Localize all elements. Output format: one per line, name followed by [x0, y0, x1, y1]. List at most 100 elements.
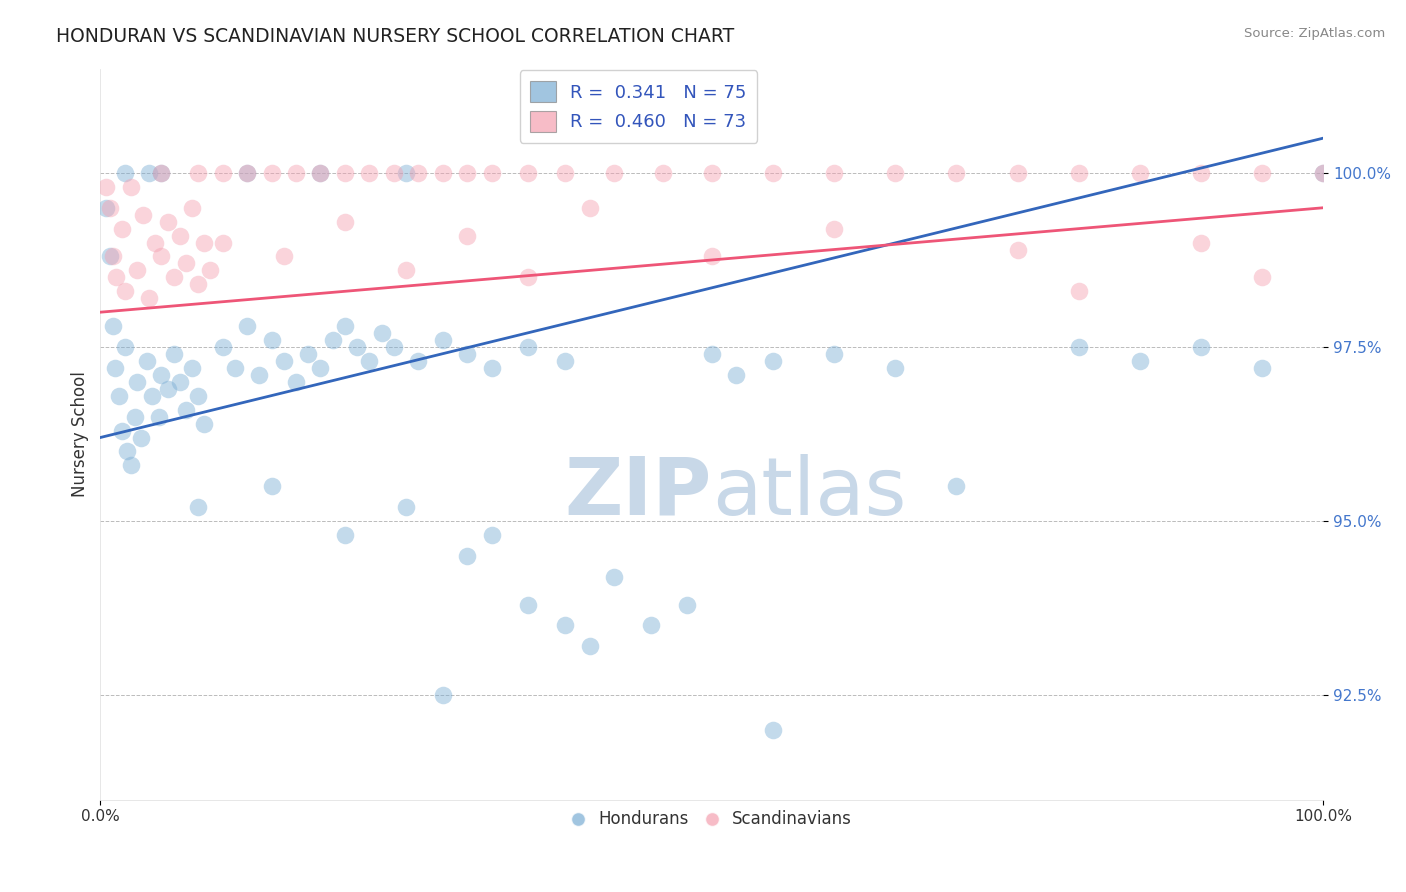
- Point: [725, 368, 748, 382]
- Point: [135, 354, 157, 368]
- Point: [156, 382, 179, 396]
- Point: [945, 166, 967, 180]
- Point: [96, 201, 118, 215]
- Point: [236, 319, 259, 334]
- Point: [517, 598, 540, 612]
- Point: [1189, 166, 1212, 180]
- Point: [117, 444, 139, 458]
- Point: [554, 166, 576, 180]
- Point: [370, 326, 392, 340]
- Point: [432, 333, 454, 347]
- Point: [359, 166, 381, 180]
- Point: [823, 221, 845, 235]
- Point: [104, 360, 127, 375]
- Point: [1251, 270, 1274, 285]
- Point: [456, 549, 478, 563]
- Point: [382, 166, 405, 180]
- Point: [603, 570, 626, 584]
- Point: [395, 263, 418, 277]
- Point: [120, 458, 142, 473]
- Point: [211, 235, 233, 250]
- Point: [762, 354, 785, 368]
- Point: [1189, 340, 1212, 354]
- Point: [145, 235, 167, 250]
- Point: [382, 340, 405, 354]
- Point: [578, 201, 600, 215]
- Point: [333, 166, 356, 180]
- Point: [101, 319, 124, 334]
- Point: [285, 375, 308, 389]
- Point: [285, 166, 308, 180]
- Point: [517, 166, 540, 180]
- Point: [150, 368, 173, 382]
- Point: [187, 166, 209, 180]
- Point: [395, 166, 418, 180]
- Point: [1251, 166, 1274, 180]
- Point: [1007, 243, 1029, 257]
- Point: [111, 424, 134, 438]
- Point: [1067, 340, 1090, 354]
- Point: [129, 430, 152, 444]
- Point: [700, 347, 723, 361]
- Point: [211, 340, 233, 354]
- Point: [187, 389, 209, 403]
- Point: [309, 360, 332, 375]
- Point: [247, 368, 270, 382]
- Point: [174, 402, 197, 417]
- Point: [260, 479, 283, 493]
- Point: [98, 201, 121, 215]
- Point: [163, 270, 186, 285]
- Point: [651, 166, 673, 180]
- Legend: Hondurans, Scandinavians: Hondurans, Scandinavians: [565, 804, 859, 835]
- Point: [174, 256, 197, 270]
- Point: [236, 166, 259, 180]
- Point: [98, 250, 121, 264]
- Point: [1067, 166, 1090, 180]
- Point: [150, 250, 173, 264]
- Point: [554, 618, 576, 632]
- Point: [297, 347, 319, 361]
- Point: [884, 360, 907, 375]
- Point: [193, 417, 215, 431]
- Point: [105, 270, 128, 285]
- Point: [456, 228, 478, 243]
- Point: [148, 409, 170, 424]
- Point: [1189, 235, 1212, 250]
- Point: [138, 166, 160, 180]
- Point: [1251, 360, 1274, 375]
- Point: [1312, 166, 1334, 180]
- Point: [700, 250, 723, 264]
- Point: [762, 723, 785, 737]
- Text: Source: ZipAtlas.com: Source: ZipAtlas.com: [1244, 27, 1385, 40]
- Point: [309, 166, 332, 180]
- Point: [101, 250, 124, 264]
- Point: [169, 228, 191, 243]
- Point: [517, 340, 540, 354]
- Point: [125, 263, 148, 277]
- Point: [260, 333, 283, 347]
- Point: [211, 166, 233, 180]
- Point: [156, 215, 179, 229]
- Point: [456, 166, 478, 180]
- Point: [432, 166, 454, 180]
- Point: [945, 479, 967, 493]
- Point: [517, 270, 540, 285]
- Point: [96, 179, 118, 194]
- Point: [114, 285, 136, 299]
- Point: [359, 354, 381, 368]
- Point: [456, 347, 478, 361]
- Point: [395, 500, 418, 515]
- Point: [333, 528, 356, 542]
- Point: [481, 166, 503, 180]
- Point: [181, 360, 204, 375]
- Point: [346, 340, 368, 354]
- Point: [236, 166, 259, 180]
- Point: [111, 221, 134, 235]
- Y-axis label: Nursery School: Nursery School: [72, 371, 89, 497]
- Text: HONDURAN VS SCANDINAVIAN NURSERY SCHOOL CORRELATION CHART: HONDURAN VS SCANDINAVIAN NURSERY SCHOOL …: [56, 27, 734, 45]
- Point: [309, 166, 332, 180]
- Point: [132, 208, 155, 222]
- Text: ZIP: ZIP: [565, 453, 711, 532]
- Point: [640, 618, 662, 632]
- Point: [260, 166, 283, 180]
